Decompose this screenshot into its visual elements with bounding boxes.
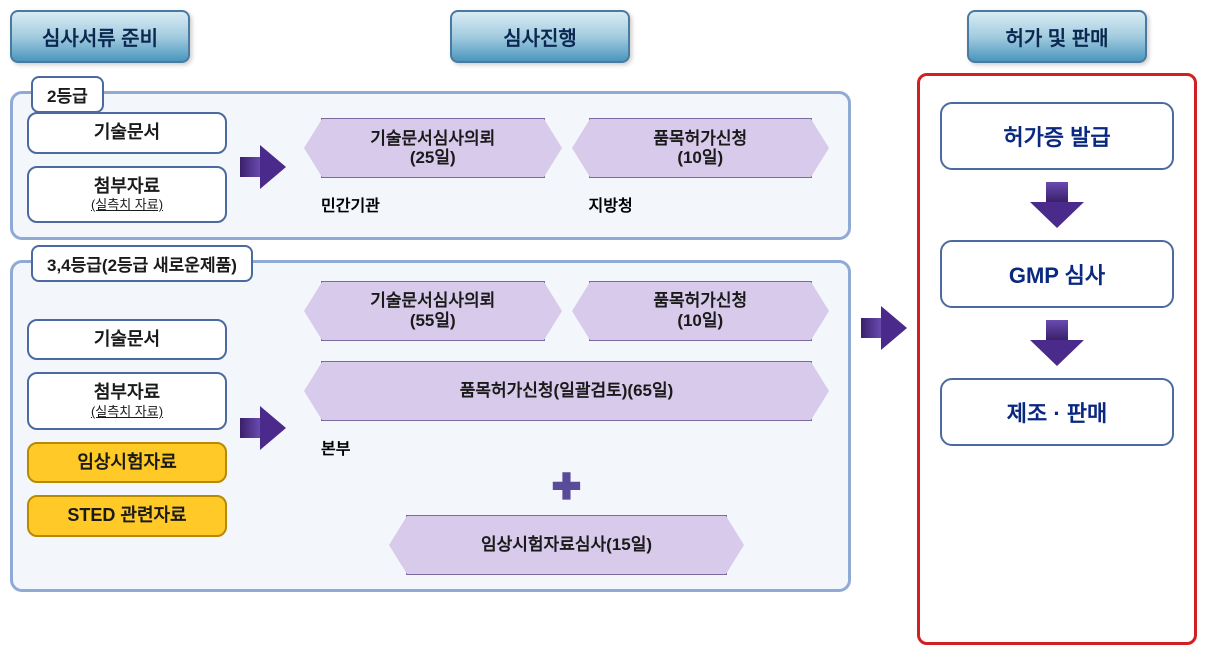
step-clinical-review-label: 임상시험자료심사(15일): [481, 535, 652, 555]
arrow-to-right: [859, 10, 909, 645]
arrow-icon-2: [233, 406, 293, 450]
doc-attach-2-sub: (실측치 자료): [35, 404, 219, 420]
phase-2grade-label: 2등급: [31, 76, 104, 113]
step-item-approval: 품목허가신청 (10일): [589, 118, 813, 178]
step-item-approval-l1: 품목허가신청: [653, 129, 747, 149]
doc-sted-title: STED 관련자료: [67, 505, 186, 525]
doc-sted: STED 관련자료: [27, 495, 227, 537]
doc-tech-2-title: 기술문서: [94, 329, 160, 349]
doc-tech: 기술문서: [27, 112, 227, 154]
down-arrow-icon-2: [1030, 320, 1084, 366]
header-review: 심사진행: [450, 10, 630, 63]
doc-clinical: 임상시험자료: [27, 442, 227, 484]
step-item-approval-10-l2: (10일): [677, 311, 723, 331]
phase-34grade-label: 3,4등급(2등급 새로운제품): [31, 245, 253, 282]
item-license: 허가증 발급: [940, 102, 1174, 170]
step-tech-review-55: 기술문서심사의뢰 (55일): [321, 281, 545, 341]
doc-tech-2: 기술문서: [27, 319, 227, 361]
doc-tech-title: 기술문서: [94, 122, 160, 142]
item-gmp: GMP 심사: [940, 240, 1174, 308]
doc-attach-2: 첨부자료 (실측치 자료): [27, 372, 227, 429]
step-item-approval-10: 품목허가신청 (10일): [589, 281, 813, 341]
doc-attach-sub: (실측치 자료): [35, 197, 219, 213]
approval-panel: 허가증 발급 GMP 심사 제조 · 판매: [917, 73, 1197, 645]
step-batch-review-label: 품목허가신청(일괄검토)(65일): [460, 381, 674, 401]
step-tech-review: 기술문서심사의뢰 (25일): [321, 118, 545, 178]
doc-attach: 첨부자료 (실측치 자료): [27, 166, 227, 223]
doc-attach-title: 첨부자료: [94, 176, 160, 196]
plus-icon: ✚: [299, 469, 834, 505]
caption-hq: 본부: [299, 435, 834, 459]
step-batch-review: 품목허가신청(일괄검토)(65일): [321, 361, 812, 421]
phase-2grade: 2등급 기술문서 첨부자료 (실측치 자료): [10, 91, 851, 240]
arrow-icon: [233, 145, 293, 189]
caption-private: 민간기관: [299, 192, 567, 216]
header-approval: 허가 및 판매: [967, 10, 1147, 63]
phase-34grade: 3,4등급(2등급 새로운제품) 기술문서 첨부자료 (실측치 자료) 임상시험…: [10, 260, 851, 592]
step-tech-review-l2: (25일): [410, 148, 456, 168]
step-item-approval-l2: (10일): [677, 148, 723, 168]
step-tech-review-55-l1: 기술문서심사의뢰: [370, 291, 495, 311]
caption-regional: 지방청: [567, 192, 835, 216]
header-prep: 심사서류 준비: [10, 10, 190, 63]
step-tech-review-l1: 기술문서심사의뢰: [370, 129, 495, 149]
step-item-approval-10-l1: 품목허가신청: [653, 291, 747, 311]
step-tech-review-55-l2: (55일): [410, 311, 456, 331]
item-manufacture: 제조 · 판매: [940, 378, 1174, 446]
doc-clinical-title: 임상시험자료: [77, 452, 176, 472]
down-arrow-icon: [1030, 182, 1084, 228]
step-clinical-review: 임상시험자료심사(15일): [406, 515, 727, 575]
doc-attach-2-title: 첨부자료: [94, 382, 160, 402]
